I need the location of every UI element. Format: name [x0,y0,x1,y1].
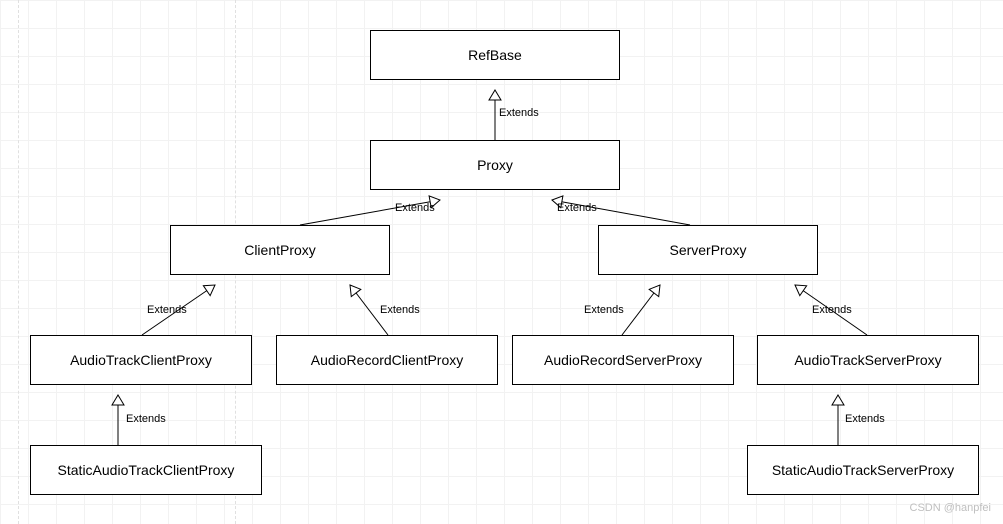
node-label: RefBase [468,47,522,63]
node-label: ServerProxy [669,242,746,258]
edge-label: Extends [499,107,539,119]
node-label: StaticAudioTrackServerProxy [772,462,954,478]
edge-label: Extends [557,202,597,214]
guide-line-1 [18,0,19,524]
watermark-text: CSDN @hanpfei [910,502,991,514]
edge-label: Extends [380,304,420,316]
edge-label: Extends [395,202,435,214]
edge-label: Extends [126,413,166,425]
node-label: AudioRecordServerProxy [544,352,702,368]
edge-label: Extends [584,304,624,316]
node-label: AudioTrackClientProxy [70,352,212,368]
node-label: Proxy [477,157,513,173]
node-arcp: AudioRecordClientProxy [276,335,498,385]
node-atcp: AudioTrackClientProxy [30,335,252,385]
node-label: ClientProxy [244,242,316,258]
node-arsp: AudioRecordServerProxy [512,335,734,385]
node-satsp: StaticAudioTrackServerProxy [747,445,979,495]
node-satcp: StaticAudioTrackClientProxy [30,445,262,495]
node-clientproxy: ClientProxy [170,225,390,275]
node-label: StaticAudioTrackClientProxy [58,462,235,478]
node-refbase: RefBase [370,30,620,80]
edge-label: Extends [147,304,187,316]
edge-label: Extends [845,413,885,425]
edge-label: Extends [812,304,852,316]
node-label: AudioTrackServerProxy [794,352,941,368]
node-proxy: Proxy [370,140,620,190]
node-serverproxy: ServerProxy [598,225,818,275]
node-label: AudioRecordClientProxy [311,352,464,368]
node-atsp: AudioTrackServerProxy [757,335,979,385]
